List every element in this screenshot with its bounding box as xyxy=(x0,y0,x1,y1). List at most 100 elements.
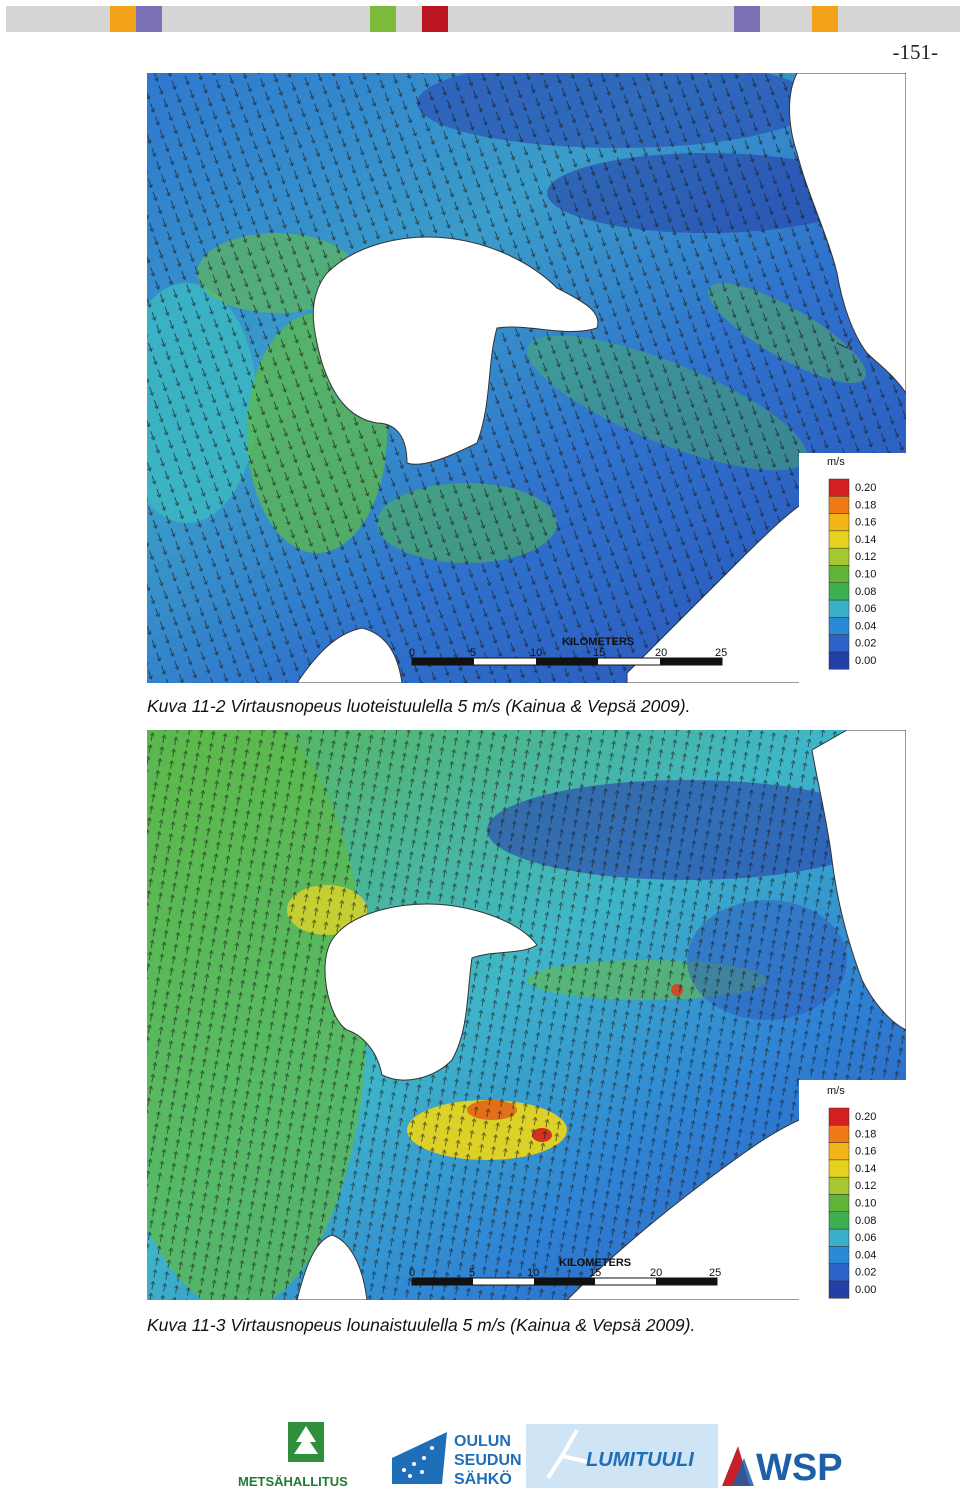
legend-swatch xyxy=(828,1125,850,1143)
legend-label: 0.14 xyxy=(855,1163,876,1175)
legend-label: 0.06 xyxy=(855,603,876,615)
header-color-square xyxy=(474,6,500,32)
sponsor-logos: METSÄHALLITUS OULUN SEUDUN SÄHKÖ LUMITUU… xyxy=(232,1418,862,1492)
header-color-square xyxy=(864,6,890,32)
header-color-square xyxy=(448,6,474,32)
header-color-square xyxy=(604,6,630,32)
figure-caption-2: Kuva 11-3 Virtausnopeus lounaistuulella … xyxy=(147,1315,696,1335)
header-color-square xyxy=(500,6,526,32)
legend-swatch xyxy=(828,1159,850,1178)
color-legend: m/s 0.20 0.18 0.16 0.14 0.12 0.10 0.08 0.06 0.04… xyxy=(827,1085,876,1299)
svg-text:LUMITUULI: LUMITUULI xyxy=(586,1449,694,1471)
legend-label: 0.12 xyxy=(855,1180,876,1192)
legend-label: 0.16 xyxy=(855,517,876,529)
legend-label: 0.20 xyxy=(855,1111,876,1123)
svg-text:0: 0 xyxy=(409,1267,415,1279)
header-color-square xyxy=(838,6,864,32)
header-color-square xyxy=(396,6,422,32)
legend-label: 0.02 xyxy=(855,638,876,650)
header-color-square xyxy=(708,6,734,32)
header-color-square xyxy=(292,6,318,32)
header-color-square xyxy=(656,6,682,32)
header-color-square xyxy=(84,6,110,32)
svg-text:5: 5 xyxy=(470,647,476,659)
header-color-square xyxy=(552,6,578,32)
oulun-seudun-sahko-logo: OULUN SEUDUN SÄHKÖ xyxy=(392,1432,522,1488)
header-color-square xyxy=(370,6,396,32)
legend-swatch xyxy=(828,1176,850,1195)
header-color-square xyxy=(344,6,370,32)
legend-swatch xyxy=(828,513,850,532)
header-color-square xyxy=(630,6,656,32)
header-color-square xyxy=(812,6,838,32)
svg-text:0: 0 xyxy=(409,647,415,659)
svg-text:15: 15 xyxy=(589,1267,601,1279)
svg-text:25: 25 xyxy=(709,1267,721,1279)
header-color-square xyxy=(578,6,604,32)
header-color-square xyxy=(6,6,32,32)
legend-swatch xyxy=(828,1228,850,1247)
header-color-square xyxy=(266,6,292,32)
svg-text:20: 20 xyxy=(655,647,667,659)
header-color-square xyxy=(786,6,812,32)
legend-label: 0.18 xyxy=(855,499,876,511)
header-color-square xyxy=(760,6,786,32)
header-color-square xyxy=(526,6,552,32)
flow-map-figure-northwest-wind: KILOMETERS 0 5 10 15 20 25 m/s 0.20 0.18 0… xyxy=(147,73,906,683)
legend-swatch xyxy=(828,1246,850,1264)
legend-swatch xyxy=(828,547,850,566)
header-color-square xyxy=(916,6,942,32)
header-color-square xyxy=(214,6,240,32)
mainland-east xyxy=(811,730,906,1031)
legend-label: 0.12 xyxy=(855,551,876,563)
header-color-square xyxy=(240,6,266,32)
svg-text:10: 10 xyxy=(530,647,542,659)
legend-swatch xyxy=(828,478,850,497)
flow-map-figure-southwest-wind: KILOMETERS 0 5 10 15 20 25 m/s 0.20 0.18 0… xyxy=(147,730,906,1340)
metsahallitus-logo: METSÄHALLITUS xyxy=(238,1422,348,1489)
svg-text:5: 5 xyxy=(469,1267,475,1279)
legend-label: 0.00 xyxy=(855,1284,876,1296)
legend-label: 0.02 xyxy=(855,1267,876,1279)
legend-label: 0.10 xyxy=(855,569,876,581)
legend-swatch xyxy=(828,582,850,601)
svg-text:METSÄHALLITUS: METSÄHALLITUS xyxy=(238,1474,348,1489)
header-color-square xyxy=(32,6,58,32)
header-color-square xyxy=(682,6,708,32)
page-number: -151- xyxy=(892,40,939,64)
header-color-square xyxy=(942,6,960,32)
legend-swatch xyxy=(828,496,850,514)
header-color-square xyxy=(318,6,344,32)
island-landmass xyxy=(324,903,538,1081)
wsp-logo: WSP xyxy=(722,1446,843,1489)
legend-swatch xyxy=(828,651,850,670)
legend-label: 0.08 xyxy=(855,586,876,598)
svg-text:OULUN: OULUN xyxy=(454,1433,511,1450)
legend-swatch xyxy=(828,1211,850,1230)
header-color-square xyxy=(162,6,188,32)
svg-text:SÄHKÖ: SÄHKÖ xyxy=(454,1469,512,1488)
legend-unit: m/s xyxy=(827,1085,845,1097)
legend-label: 0.04 xyxy=(855,620,876,632)
figure-caption-1: Kuva 11-2 Virtausnopeus luoteistuulella … xyxy=(147,696,691,716)
header-color-square xyxy=(890,6,916,32)
legend-label: 0.10 xyxy=(855,1198,876,1210)
scale-bar: KILOMETERS 0 5 10 15 20 25 xyxy=(409,636,727,666)
legend-swatch xyxy=(828,1263,850,1282)
scale-bar: KILOMETERS 0 5 10 15 20 25 xyxy=(409,1257,721,1286)
header-color-bar xyxy=(0,0,960,34)
legend-label: 0.18 xyxy=(855,1128,876,1140)
svg-text:15: 15 xyxy=(593,647,605,659)
legend-swatch xyxy=(828,1194,850,1213)
svg-text:WSP: WSP xyxy=(756,1447,843,1489)
legend-unit: m/s xyxy=(827,456,845,468)
scale-title: KILOMETERS xyxy=(562,636,634,648)
island-landmass xyxy=(312,236,599,465)
header-color-square xyxy=(136,6,162,32)
svg-text:20: 20 xyxy=(650,1267,662,1279)
svg-text:25: 25 xyxy=(715,647,727,659)
svg-text:SEUDUN: SEUDUN xyxy=(454,1452,522,1469)
legend-swatch xyxy=(828,599,850,618)
legend-swatch xyxy=(828,565,850,584)
header-color-square xyxy=(422,6,448,32)
